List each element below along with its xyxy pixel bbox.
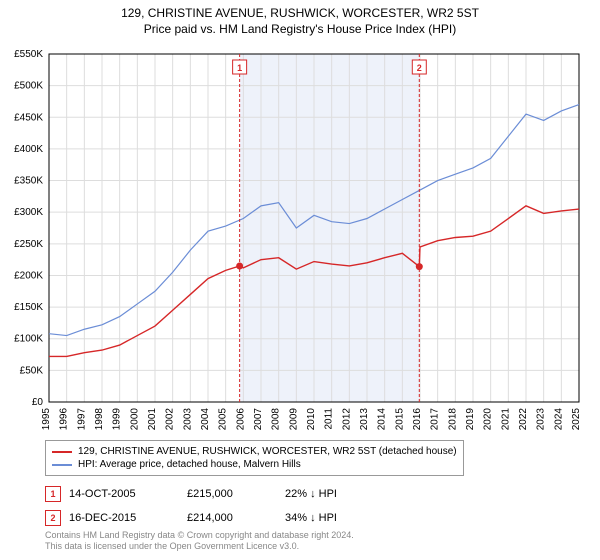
svg-text:2012: 2012: [341, 408, 352, 431]
title-subtitle: Price paid vs. HM Land Registry's House …: [0, 22, 600, 36]
footer-line2: This data is licensed under the Open Gov…: [45, 541, 354, 552]
svg-text:1997: 1997: [76, 408, 87, 431]
svg-text:2000: 2000: [129, 408, 140, 431]
svg-text:2006: 2006: [235, 408, 246, 431]
sales-table: 1 14-OCT-2005 £215,000 22% ↓ HPI 2 16-DEC-201…: [45, 482, 395, 530]
svg-text:1996: 1996: [59, 408, 70, 431]
svg-text:£250K: £250K: [14, 239, 43, 250]
svg-text:2002: 2002: [165, 408, 176, 431]
svg-text:2008: 2008: [271, 408, 282, 431]
svg-text:1995: 1995: [41, 408, 52, 431]
legend-label: 129, CHRISTINE AVENUE, RUSHWICK, WORCEST…: [78, 446, 457, 457]
price-chart: £0£50K£100K£150K£200K£250K£300K£350K£400…: [45, 50, 585, 430]
svg-text:£350K: £350K: [14, 176, 43, 187]
sale-price: £214,000: [187, 512, 277, 524]
legend-swatch: [52, 464, 72, 466]
sale-row: 1 14-OCT-2005 £215,000 22% ↓ HPI: [45, 482, 395, 506]
sale-date: 16-DEC-2015: [69, 512, 179, 524]
legend-label: HPI: Average price, detached house, Malv…: [78, 459, 301, 470]
title-block: 129, CHRISTINE AVENUE, RUSHWICK, WORCEST…: [0, 0, 600, 36]
svg-text:£200K: £200K: [14, 270, 43, 281]
svg-text:2025: 2025: [571, 408, 582, 431]
sale-delta: 22% ↓ HPI: [285, 488, 395, 500]
legend-item: 129, CHRISTINE AVENUE, RUSHWICK, WORCEST…: [52, 445, 457, 458]
svg-text:£300K: £300K: [14, 207, 43, 218]
svg-text:2015: 2015: [394, 408, 405, 431]
legend-item: HPI: Average price, detached house, Malv…: [52, 458, 457, 471]
svg-text:2009: 2009: [288, 408, 299, 431]
svg-text:2010: 2010: [306, 408, 317, 431]
svg-text:2017: 2017: [430, 408, 441, 431]
svg-text:2005: 2005: [218, 408, 229, 431]
sale-marker: 2: [45, 510, 61, 526]
svg-text:£100K: £100K: [14, 334, 43, 345]
svg-text:1: 1: [237, 63, 242, 73]
svg-text:£500K: £500K: [14, 81, 43, 92]
svg-text:2019: 2019: [465, 408, 476, 431]
svg-text:2003: 2003: [182, 408, 193, 431]
svg-text:2023: 2023: [536, 408, 547, 431]
svg-text:2018: 2018: [447, 408, 458, 431]
sale-delta: 34% ↓ HPI: [285, 512, 395, 524]
svg-text:£550K: £550K: [14, 49, 43, 60]
footer-line1: Contains HM Land Registry data © Crown c…: [45, 530, 354, 541]
svg-text:£400K: £400K: [14, 144, 43, 155]
svg-text:2: 2: [417, 63, 422, 73]
svg-text:2021: 2021: [500, 408, 511, 431]
legend-swatch: [52, 451, 72, 453]
svg-text:£150K: £150K: [14, 302, 43, 313]
sale-row: 2 16-DEC-2015 £214,000 34% ↓ HPI: [45, 506, 395, 530]
svg-text:2011: 2011: [324, 408, 335, 430]
sale-marker: 1: [45, 486, 61, 502]
svg-text:£450K: £450K: [14, 112, 43, 123]
svg-text:2016: 2016: [412, 408, 423, 431]
svg-text:2007: 2007: [253, 408, 264, 431]
sale-date: 14-OCT-2005: [69, 488, 179, 500]
svg-text:£0: £0: [32, 397, 44, 408]
title-address: 129, CHRISTINE AVENUE, RUSHWICK, WORCEST…: [0, 6, 600, 20]
footer-attribution: Contains HM Land Registry data © Crown c…: [45, 530, 354, 552]
svg-text:2004: 2004: [200, 408, 211, 431]
svg-text:£50K: £50K: [20, 365, 44, 376]
chart-container: 129, CHRISTINE AVENUE, RUSHWICK, WORCEST…: [0, 0, 600, 560]
svg-text:2014: 2014: [377, 408, 388, 431]
svg-text:2001: 2001: [147, 408, 158, 431]
sale-price: £215,000: [187, 488, 277, 500]
svg-text:2020: 2020: [483, 408, 494, 431]
svg-text:2024: 2024: [553, 408, 564, 431]
svg-text:2022: 2022: [518, 408, 529, 431]
svg-text:1998: 1998: [94, 408, 105, 431]
svg-text:2013: 2013: [359, 408, 370, 431]
legend: 129, CHRISTINE AVENUE, RUSHWICK, WORCEST…: [45, 440, 464, 476]
svg-text:1999: 1999: [112, 408, 123, 431]
